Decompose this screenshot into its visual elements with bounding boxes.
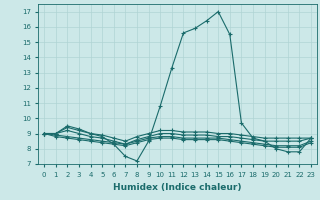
X-axis label: Humidex (Indice chaleur): Humidex (Indice chaleur) [113, 183, 242, 192]
